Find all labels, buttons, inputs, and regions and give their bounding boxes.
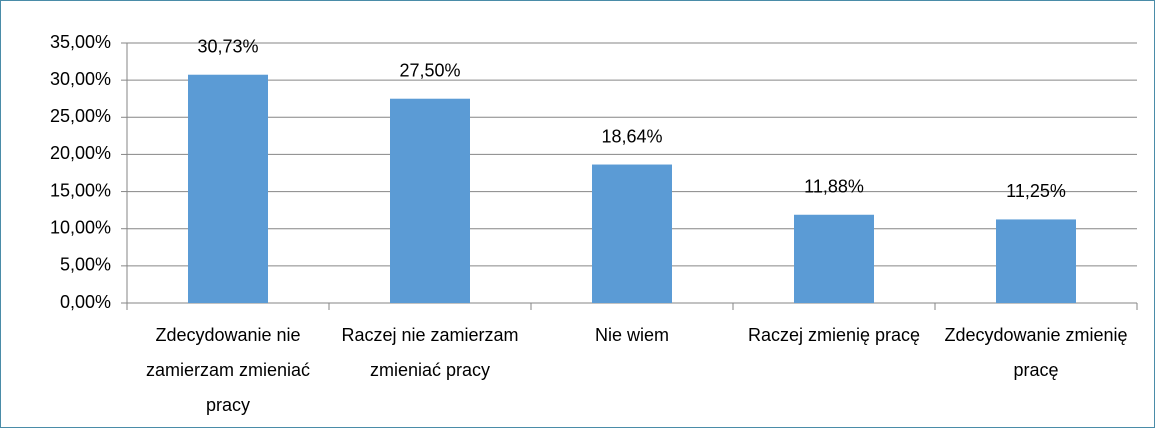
y-tick-label: 10,00% xyxy=(50,217,111,237)
bar xyxy=(188,74,268,303)
value-label: 18,64% xyxy=(601,126,662,146)
y-tick-label: 30,00% xyxy=(50,69,111,89)
y-tick-label: 15,00% xyxy=(50,180,111,200)
y-tick-label: 0,00% xyxy=(60,292,111,312)
x-tick-label: Nie wiem xyxy=(594,325,669,345)
value-label: 30,73% xyxy=(197,36,258,56)
bar xyxy=(390,98,470,303)
x-tick-label: Zdecydowanie nie zamierzam zmieniać prac… xyxy=(145,325,311,415)
bar xyxy=(794,214,874,303)
y-tick-label: 25,00% xyxy=(50,106,111,126)
x-tick-label: Zdecydowanie zmienię pracę xyxy=(944,325,1128,380)
bar xyxy=(592,164,672,303)
y-tick-label: 5,00% xyxy=(60,255,111,275)
y-tick-label: 20,00% xyxy=(50,143,111,163)
value-label: 11,25% xyxy=(1006,181,1066,201)
x-tick-label: Raczej nie zamierzam zmieniać pracy xyxy=(341,325,519,380)
value-label: 27,50% xyxy=(399,60,460,80)
y-tick-label: 35,00% xyxy=(50,32,111,52)
value-label: 11,88% xyxy=(804,176,864,196)
x-tick-label: Raczej zmienię pracę xyxy=(747,325,921,345)
bar xyxy=(996,219,1076,303)
